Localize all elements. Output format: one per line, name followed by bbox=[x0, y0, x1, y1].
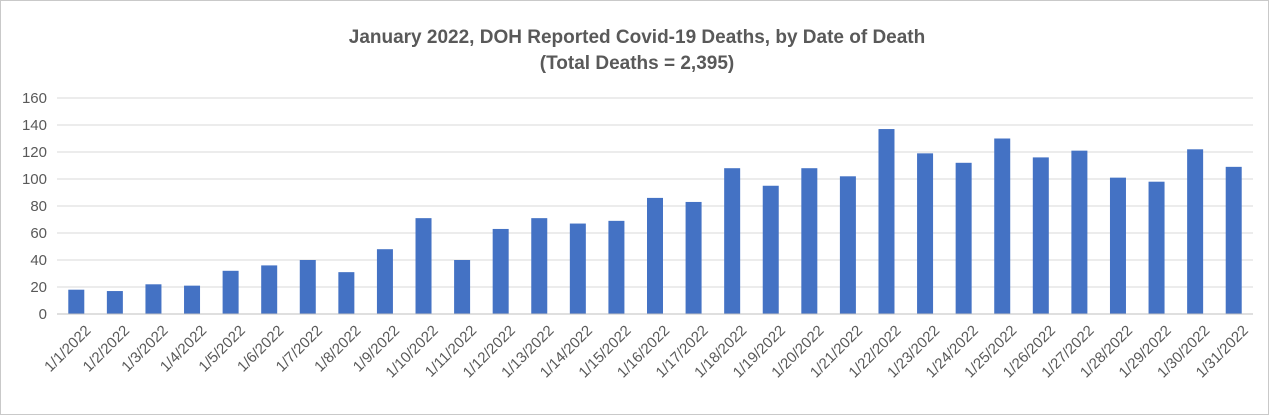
x-axis-ticks: 1/1/20221/2/20221/3/20221/4/20221/5/2022… bbox=[41, 322, 1252, 381]
chart-subtitle: (Total Deaths = 2,395) bbox=[540, 53, 734, 74]
bar bbox=[145, 284, 162, 314]
bar bbox=[724, 168, 741, 314]
y-tick-label: 40 bbox=[30, 252, 47, 269]
bars bbox=[68, 129, 1242, 314]
bar bbox=[415, 218, 432, 314]
y-tick-label: 120 bbox=[22, 144, 47, 161]
bar bbox=[68, 289, 85, 314]
y-tick-label: 60 bbox=[30, 225, 47, 242]
bar bbox=[531, 218, 548, 314]
bar bbox=[955, 162, 972, 314]
bar bbox=[1225, 166, 1242, 314]
bar bbox=[492, 228, 509, 314]
y-tick-label: 0 bbox=[39, 306, 47, 323]
bar bbox=[1109, 177, 1126, 314]
bar bbox=[647, 197, 663, 314]
bar bbox=[1032, 157, 1049, 314]
bar bbox=[261, 265, 278, 314]
bar bbox=[338, 272, 355, 314]
y-tick-label: 20 bbox=[30, 279, 47, 296]
y-tick-label: 100 bbox=[22, 171, 47, 188]
bar bbox=[1187, 149, 1204, 314]
bar bbox=[878, 129, 895, 314]
bar bbox=[376, 249, 393, 314]
bar bbox=[801, 168, 818, 314]
bar bbox=[184, 285, 201, 314]
bar bbox=[839, 176, 856, 314]
bar bbox=[569, 223, 586, 314]
bar bbox=[762, 185, 779, 314]
bar bbox=[454, 260, 471, 314]
chart-title: January 2022, DOH Reported Covid-19 Deat… bbox=[349, 27, 926, 48]
bar bbox=[1071, 150, 1088, 314]
bar bbox=[1148, 181, 1165, 314]
bar bbox=[685, 201, 702, 314]
y-tick-label: 80 bbox=[30, 198, 47, 215]
bar bbox=[608, 220, 625, 314]
bar bbox=[299, 260, 316, 314]
y-tick-label: 160 bbox=[22, 90, 47, 107]
y-tick-label: 140 bbox=[22, 117, 47, 134]
bar bbox=[994, 138, 1011, 314]
bar bbox=[222, 270, 239, 314]
bar bbox=[917, 153, 934, 314]
bar bbox=[106, 291, 123, 314]
y-axis-ticks: 0 20 40 60 80 100 120 140 160 bbox=[22, 90, 47, 323]
